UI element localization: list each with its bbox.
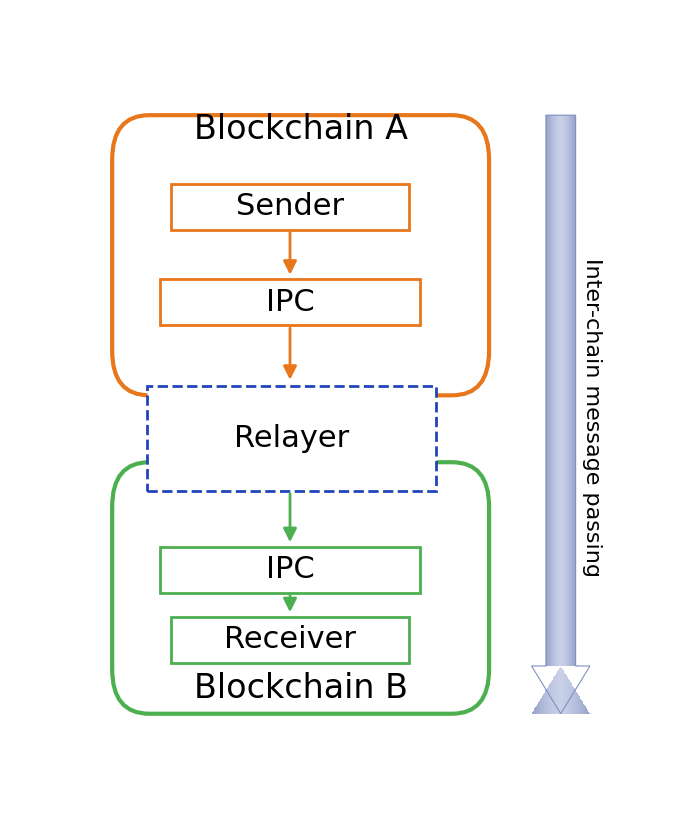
Text: Blockchain B: Blockchain B	[194, 672, 408, 705]
Polygon shape	[564, 672, 565, 714]
Text: Inter-chain message passing: Inter-chain message passing	[582, 258, 601, 577]
Bar	[160, 547, 420, 593]
Polygon shape	[571, 683, 572, 714]
Text: Sender: Sender	[236, 193, 344, 222]
Polygon shape	[538, 702, 539, 714]
Text: Blockchain A: Blockchain A	[194, 113, 408, 146]
Polygon shape	[576, 691, 577, 714]
Text: Receiver: Receiver	[224, 625, 356, 654]
Polygon shape	[567, 677, 568, 714]
Polygon shape	[560, 667, 561, 714]
Text: IPC: IPC	[266, 288, 314, 317]
Bar	[160, 280, 420, 325]
Polygon shape	[547, 687, 549, 714]
Polygon shape	[539, 701, 540, 714]
Polygon shape	[552, 680, 553, 714]
Polygon shape	[573, 687, 574, 714]
Bar	[171, 184, 410, 230]
Polygon shape	[583, 702, 584, 714]
Polygon shape	[556, 672, 557, 714]
Polygon shape	[559, 667, 560, 714]
Polygon shape	[535, 707, 536, 714]
Polygon shape	[561, 667, 562, 714]
Polygon shape	[568, 678, 569, 714]
Polygon shape	[543, 694, 544, 714]
Polygon shape	[569, 681, 570, 714]
Polygon shape	[565, 674, 566, 714]
Polygon shape	[574, 688, 575, 714]
Polygon shape	[570, 682, 571, 714]
FancyBboxPatch shape	[112, 115, 489, 395]
Polygon shape	[550, 683, 551, 714]
Bar	[171, 617, 410, 662]
Polygon shape	[532, 712, 533, 714]
Polygon shape	[563, 670, 564, 714]
Polygon shape	[549, 685, 550, 714]
Polygon shape	[546, 689, 547, 714]
Polygon shape	[579, 696, 580, 714]
Polygon shape	[572, 685, 573, 714]
Polygon shape	[566, 676, 567, 714]
Text: IPC: IPC	[266, 555, 314, 585]
Polygon shape	[534, 709, 535, 714]
Polygon shape	[586, 709, 587, 714]
Polygon shape	[544, 693, 545, 714]
Polygon shape	[575, 691, 576, 714]
Polygon shape	[557, 672, 558, 714]
Polygon shape	[542, 696, 543, 714]
Polygon shape	[545, 691, 546, 714]
Polygon shape	[580, 699, 581, 714]
Polygon shape	[553, 677, 554, 714]
Polygon shape	[584, 705, 585, 714]
Polygon shape	[540, 699, 541, 714]
Polygon shape	[558, 669, 559, 714]
Polygon shape	[536, 705, 538, 714]
Polygon shape	[588, 712, 589, 714]
Text: Relayer: Relayer	[234, 423, 349, 452]
Polygon shape	[587, 710, 588, 714]
Polygon shape	[585, 706, 586, 714]
FancyBboxPatch shape	[112, 462, 489, 714]
Polygon shape	[578, 696, 579, 714]
Bar	[147, 385, 436, 491]
Polygon shape	[551, 681, 552, 714]
Polygon shape	[554, 676, 555, 714]
Polygon shape	[541, 698, 542, 714]
Polygon shape	[562, 669, 563, 714]
Polygon shape	[582, 701, 583, 714]
Polygon shape	[581, 700, 582, 714]
Polygon shape	[533, 710, 534, 714]
Polygon shape	[555, 675, 556, 714]
Polygon shape	[577, 694, 578, 714]
